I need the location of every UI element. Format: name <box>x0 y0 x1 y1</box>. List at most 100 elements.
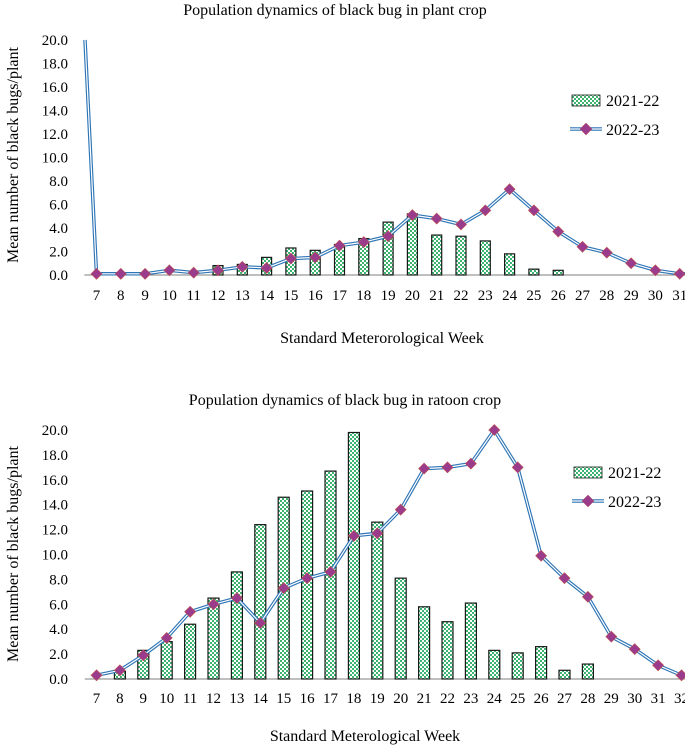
x-tick-label: 29 <box>624 288 639 304</box>
x-tick-label: 8 <box>116 691 124 707</box>
x-tick-label: 29 <box>604 691 619 707</box>
bar-27 <box>558 669 571 680</box>
point-29 <box>625 257 638 270</box>
point-11 <box>187 266 200 279</box>
point-22 <box>455 218 467 231</box>
chart1-legend-bar-label: 2021-22 <box>606 93 659 110</box>
x-tick-label: 21 <box>417 691 432 707</box>
point-15 <box>284 252 297 265</box>
x-tick-label: 17 <box>332 288 348 304</box>
chart2-x-ticks: 7 8 9 10 11 12 13 14 15 16 17 18 19 20 21 22 23 24 25 26 27 2… <box>93 691 685 707</box>
point-28 <box>581 590 594 603</box>
x-tick-label: 26 <box>534 691 550 707</box>
chart2-legend-marker <box>581 494 595 508</box>
point-8 <box>114 267 127 280</box>
point-7 <box>90 669 103 682</box>
point-16 <box>301 572 314 585</box>
x-tick-label: 18 <box>356 288 371 304</box>
point-20 <box>394 503 407 516</box>
chart1-line-series <box>83 39 685 280</box>
chart2-legend-line-label: 2022-23 <box>608 494 661 511</box>
bar-24 <box>504 253 516 276</box>
point-27 <box>576 240 589 253</box>
point-11 <box>184 605 197 618</box>
x-tick-label: 20 <box>393 691 408 707</box>
point-8 <box>113 664 126 677</box>
point-17 <box>324 566 337 578</box>
bar-20 <box>394 577 407 680</box>
chart-plant-crop: Population dynamics of black bug in plan… <box>5 2 685 347</box>
bar-28 <box>581 663 595 680</box>
x-tick-label: 23 <box>478 288 493 304</box>
x-tick-label: 25 <box>526 288 541 304</box>
bar-26 <box>534 646 548 680</box>
chart1-x-ticks: 7 8 9 10 11 12 13 14 15 16 17 18 19 20 21 22 23 24 25 26 27 2… <box>93 288 685 304</box>
point-21 <box>430 212 443 225</box>
x-tick-label: 9 <box>140 691 148 707</box>
point-23 <box>479 204 492 217</box>
bar-22 <box>455 235 467 276</box>
chart1-legend-line-label: 2022-23 <box>606 122 659 139</box>
y-tick-label: 14.0 <box>42 498 68 514</box>
point-27 <box>558 572 571 585</box>
point-30 <box>649 264 662 277</box>
bar-14 <box>254 524 267 680</box>
bar-25 <box>511 652 524 680</box>
point-19 <box>371 527 384 540</box>
chart2-ylabel: Mean number of black bugs/plant <box>5 445 22 662</box>
point-17 <box>333 239 346 252</box>
bar-23 <box>479 240 491 276</box>
y-tick-label: 0.0 <box>49 268 68 284</box>
bar-19 <box>371 521 384 680</box>
chart1-ylabel: Mean number of black bugs/plant <box>5 46 22 263</box>
chart-ratoon-crop: Population dynamics of black bug in rato… <box>5 392 685 745</box>
bar-13 <box>230 571 243 680</box>
bar-26 <box>552 269 564 276</box>
x-tick-label: 30 <box>627 691 642 707</box>
x-tick-label: 22 <box>440 691 455 707</box>
x-tick-label: 25 <box>510 691 525 707</box>
x-tick-label: 10 <box>159 691 174 707</box>
x-tick-label: 7 <box>93 691 101 707</box>
x-tick-label: 20 <box>405 288 420 304</box>
chart2-legend: 2021-22 2022-23 <box>572 465 661 511</box>
point-24 <box>488 424 501 436</box>
point-26 <box>552 225 565 238</box>
x-tick-label: 15 <box>276 691 291 707</box>
y-tick-label: 2.0 <box>49 647 68 663</box>
bar-21 <box>418 606 431 680</box>
x-tick-label: 13 <box>235 288 250 304</box>
bar-16 <box>301 490 314 680</box>
y-tick-label: 20.0 <box>42 33 68 49</box>
point-9 <box>137 649 150 662</box>
x-tick-label: 21 <box>429 288 444 304</box>
chart2-legend-bar-swatch <box>573 466 603 479</box>
x-tick-label: 10 <box>162 288 177 304</box>
x-tick-label: 16 <box>308 288 324 304</box>
y-tick-label: 8.0 <box>49 174 68 190</box>
point-24 <box>503 183 516 196</box>
y-tick-label: 18.0 <box>42 448 68 464</box>
y-tick-label: 6.0 <box>49 198 68 214</box>
x-tick-label: 9 <box>141 288 149 304</box>
bar-21 <box>431 234 443 276</box>
chart1-y-ticks: 0.0 2.0 4.0 6.0 8.0 10.0 12.0 14.0 16.0 18.0 20.0 <box>42 33 68 284</box>
point-31 <box>652 659 665 672</box>
y-tick-label: 12.0 <box>42 523 68 539</box>
bar-24 <box>488 649 501 680</box>
chart2-y-ticks: 0.0 2.0 4.0 6.0 8.0 10.0 12.0 14.0 16.0 18.0 20.0 <box>42 423 68 688</box>
y-tick-label: 4.0 <box>49 221 68 237</box>
y-tick-label: 18.0 <box>42 57 68 73</box>
x-tick-label: 28 <box>599 288 614 304</box>
x-tick-label: 32 <box>674 691 685 707</box>
y-tick-label: 20.0 <box>42 423 68 439</box>
x-tick-label: 12 <box>211 288 226 304</box>
point-23 <box>464 457 477 470</box>
bar-23 <box>464 602 477 680</box>
chart2-line-series <box>90 424 685 682</box>
point-20 <box>406 209 419 221</box>
x-tick-label: 19 <box>381 288 396 304</box>
bar-12 <box>207 597 220 680</box>
chart1-legend: 2021-22 2022-23 <box>570 93 659 139</box>
